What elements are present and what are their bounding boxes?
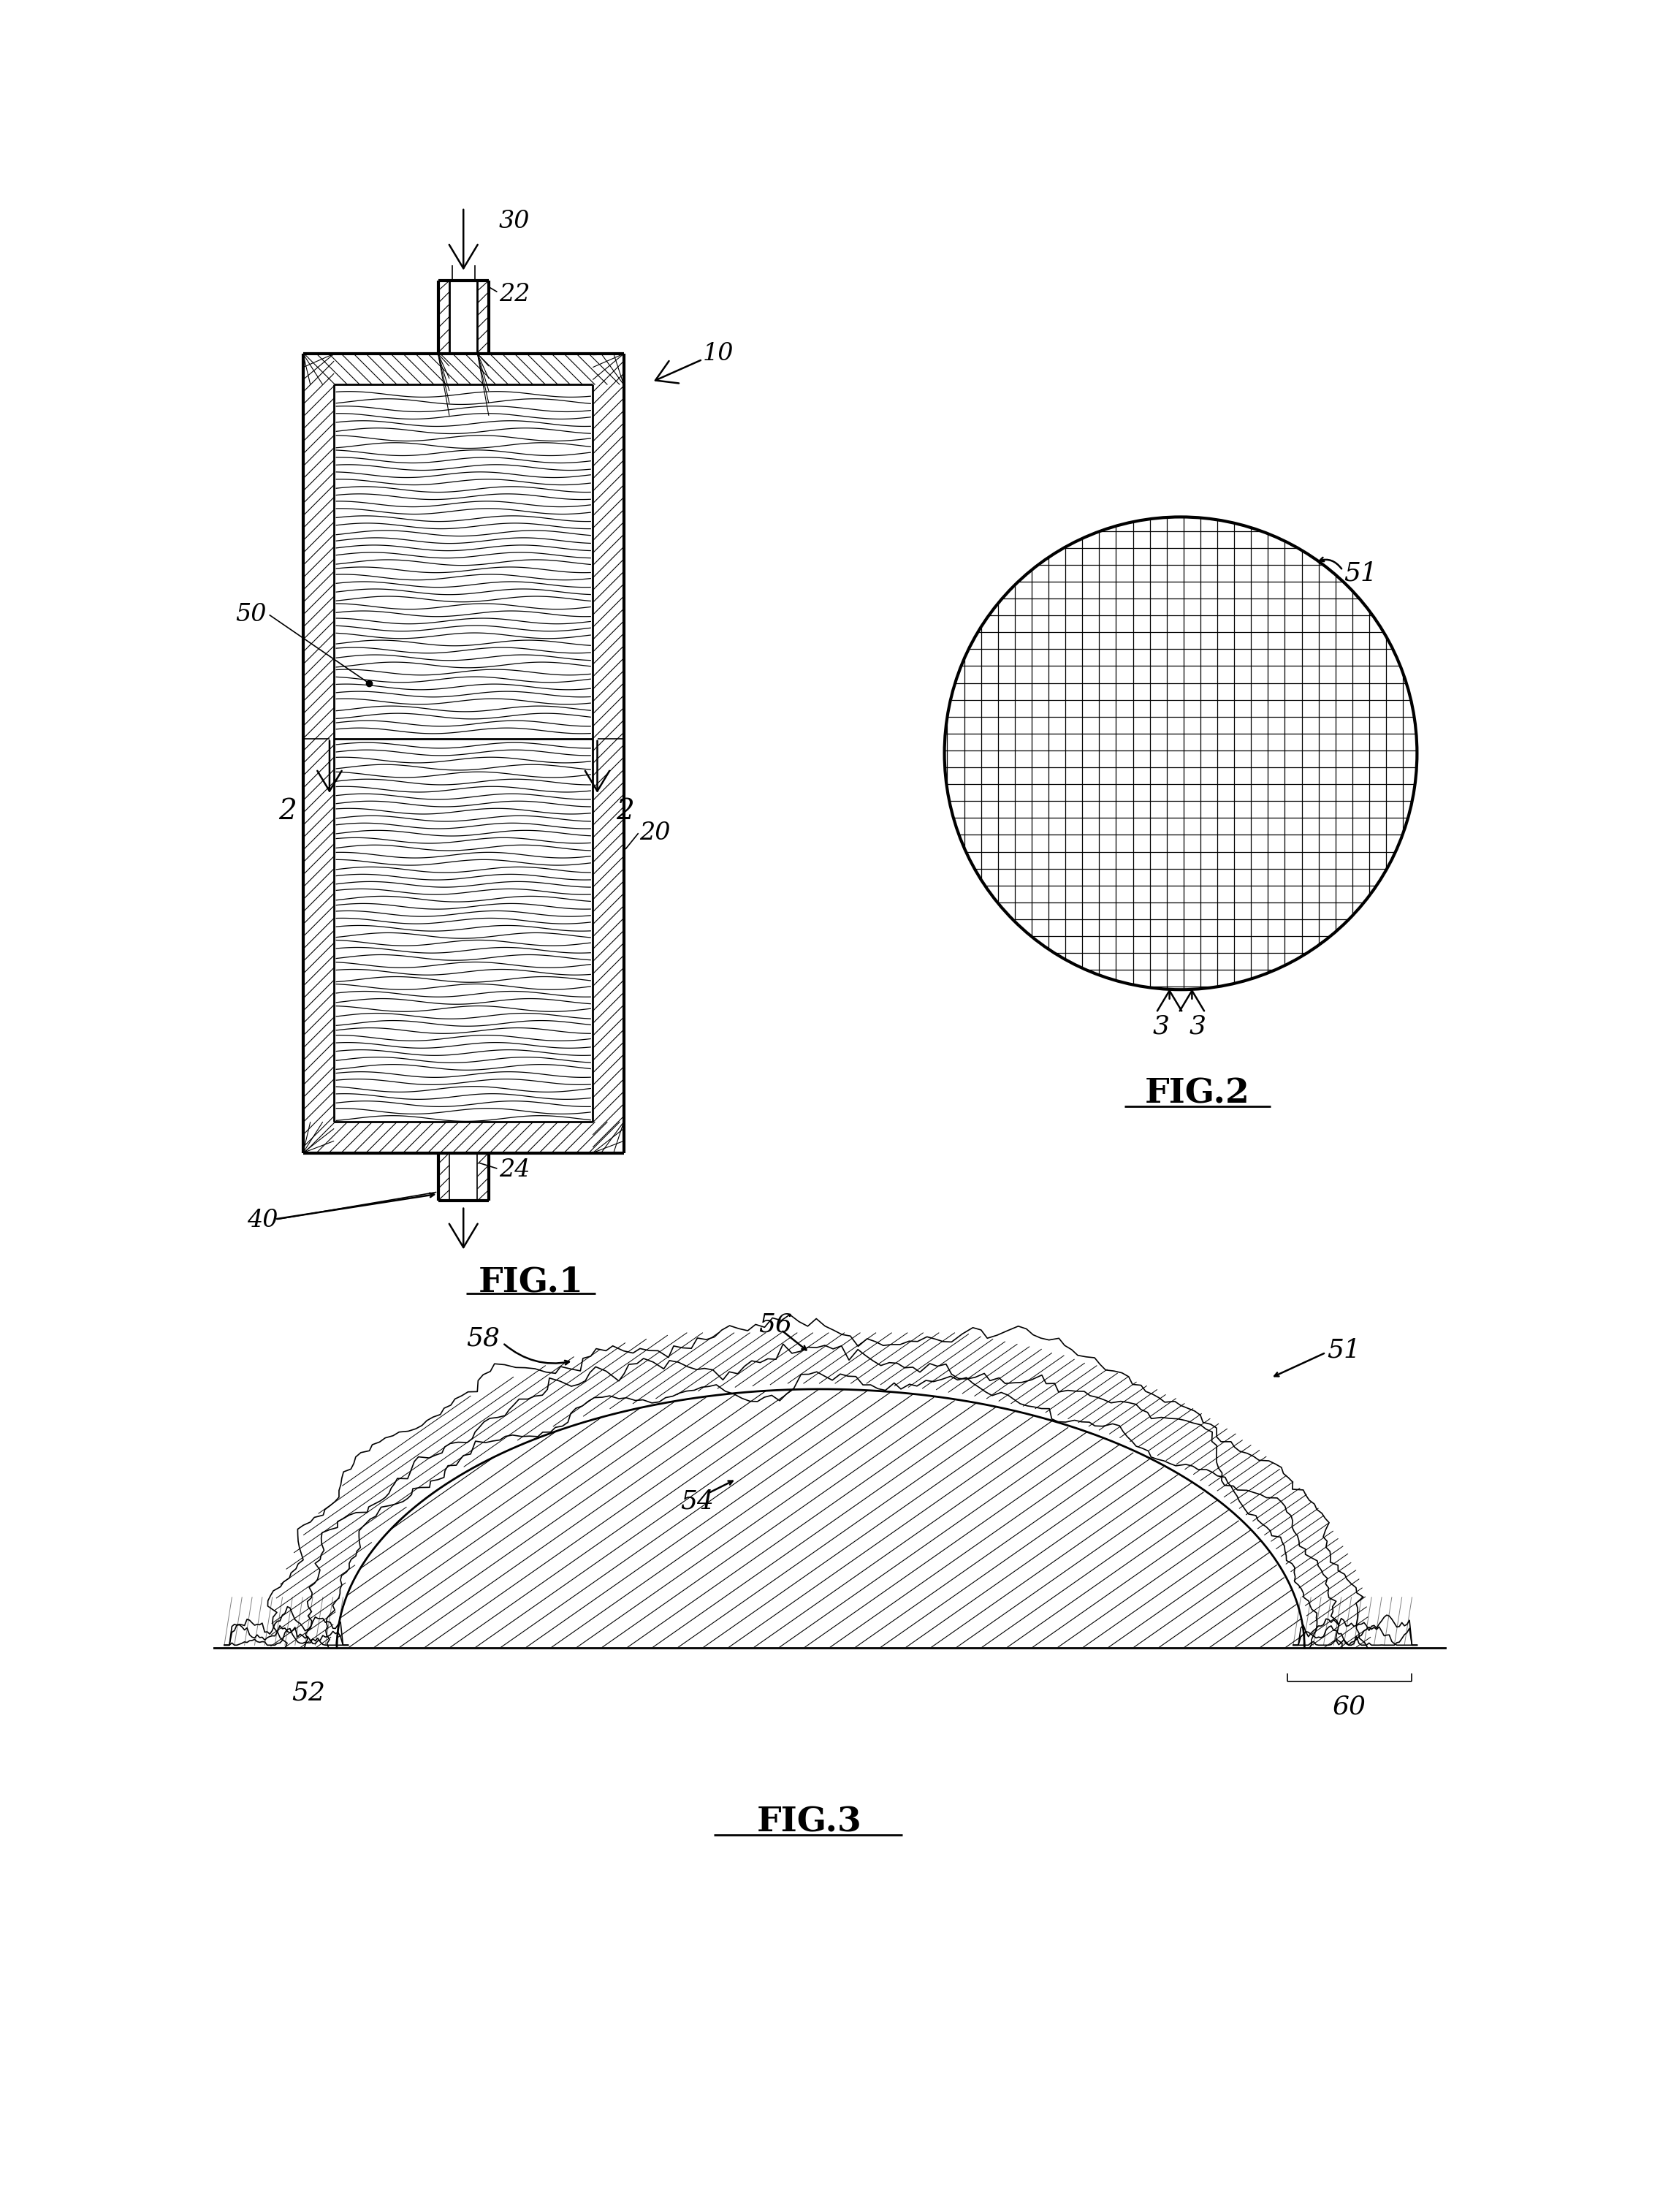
Text: 30: 30 [500,210,530,232]
Text: 2: 2 [617,799,635,825]
Text: 58: 58 [466,1325,500,1352]
Text: 50: 50 [236,604,267,626]
Text: 51: 51 [1327,1338,1360,1363]
Text: 3: 3 [1153,1013,1170,1040]
Text: 51: 51 [1343,562,1377,586]
Text: 52: 52 [292,1681,326,1705]
Circle shape [944,518,1417,989]
Bar [334,385,593,1121]
Text: FIG.1: FIG.1 [478,1265,583,1298]
Text: 56: 56 [759,1312,792,1336]
Text: 20: 20 [640,821,670,845]
Text: 60: 60 [1333,1694,1367,1719]
Text: FIG.3: FIG.3 [757,1805,862,1838]
Text: 40: 40 [247,1208,277,1232]
Text: 2: 2 [279,799,296,825]
Text: FIG.2: FIG.2 [1145,1077,1250,1110]
Text: 10: 10 [702,343,734,365]
Text: 22: 22 [500,283,530,307]
Text: 54: 54 [680,1489,714,1513]
Text: 24: 24 [500,1157,530,1181]
Text: 3: 3 [1190,1013,1206,1040]
